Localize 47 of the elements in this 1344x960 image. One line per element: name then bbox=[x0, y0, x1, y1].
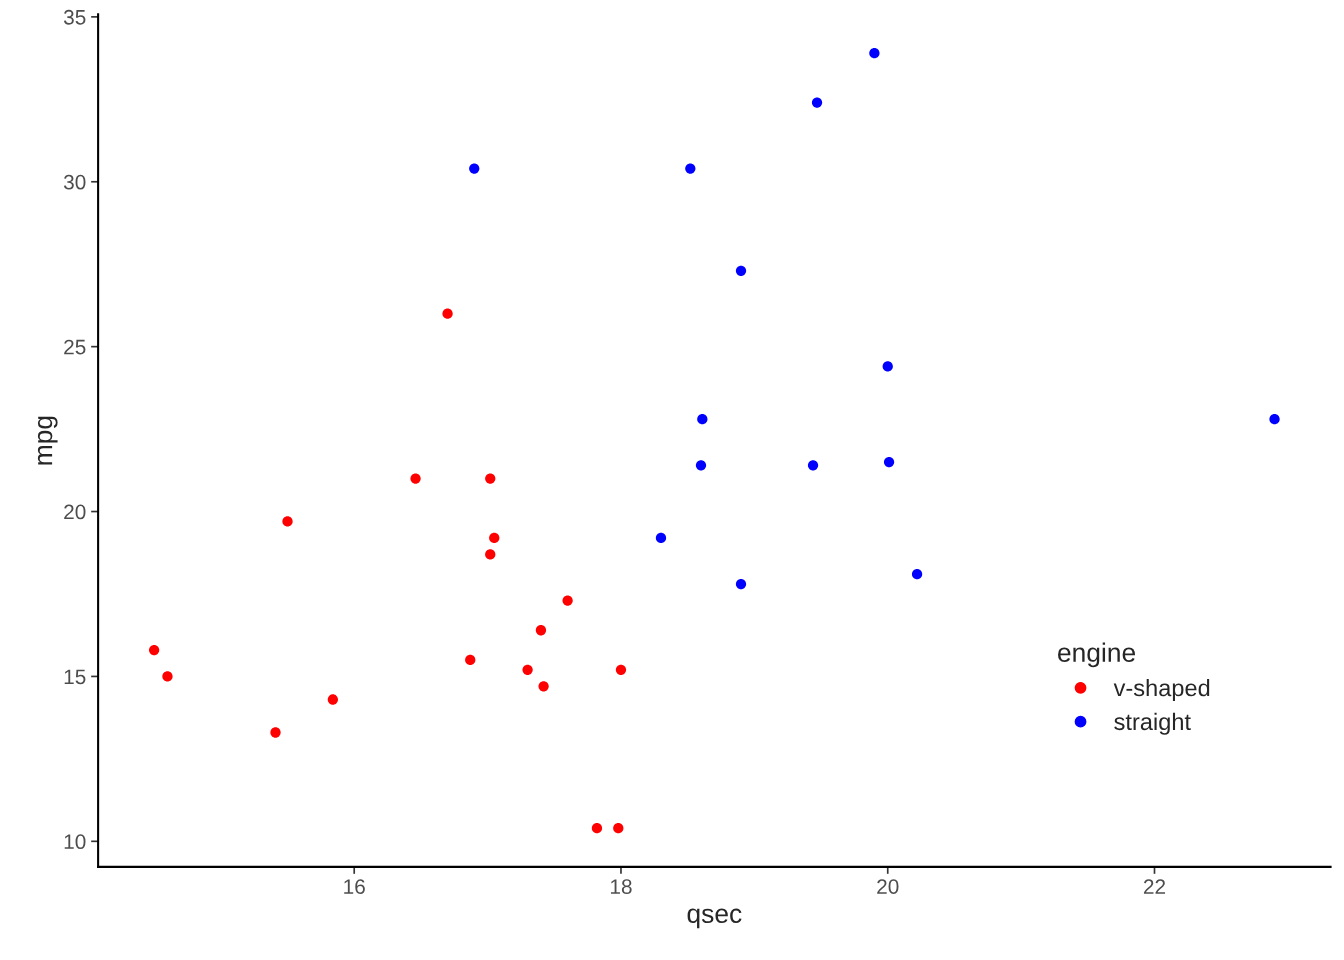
point bbox=[535, 625, 547, 636]
point bbox=[869, 48, 880, 59]
point bbox=[883, 456, 895, 468]
y-axis-title: mpg bbox=[37, 416, 58, 465]
y-tick-label: 25 bbox=[64, 339, 86, 355]
x-tick-label: 18 bbox=[610, 879, 632, 894]
point bbox=[562, 595, 573, 606]
point bbox=[522, 664, 533, 675]
point bbox=[695, 460, 707, 471]
y-tick-label: 10 bbox=[64, 834, 86, 850]
point bbox=[1269, 414, 1280, 425]
point bbox=[162, 671, 173, 682]
point bbox=[485, 549, 496, 560]
point bbox=[485, 473, 496, 484]
point bbox=[911, 569, 923, 580]
point bbox=[882, 361, 893, 372]
point bbox=[591, 822, 603, 834]
point bbox=[489, 532, 500, 544]
point bbox=[685, 163, 696, 174]
point bbox=[469, 163, 480, 174]
point bbox=[148, 644, 160, 656]
point bbox=[807, 460, 819, 471]
y-tick-label: 20 bbox=[64, 504, 86, 520]
x-tick-label: 20 bbox=[877, 879, 899, 894]
point bbox=[465, 654, 476, 666]
point bbox=[410, 473, 421, 484]
point bbox=[442, 308, 453, 319]
legend-label: straight bbox=[1114, 712, 1191, 735]
x-tick-label: 16 bbox=[344, 879, 365, 894]
point bbox=[735, 578, 747, 590]
y-tick-label: 15 bbox=[64, 669, 86, 685]
legend-label: v-shaped bbox=[1113, 678, 1210, 701]
y-tick-label: 30 bbox=[63, 174, 86, 190]
point bbox=[811, 97, 823, 108]
legend-title: engine bbox=[1058, 642, 1135, 668]
point bbox=[697, 414, 708, 425]
x-axis-title: qsec bbox=[687, 908, 742, 929]
point bbox=[270, 727, 281, 738]
y-tick-label: 35 bbox=[63, 9, 86, 25]
x-tick-label: 22 bbox=[1143, 879, 1166, 894]
point bbox=[655, 532, 667, 544]
point bbox=[613, 822, 624, 834]
point bbox=[538, 681, 549, 692]
point bbox=[327, 694, 339, 705]
point bbox=[735, 265, 747, 276]
point bbox=[282, 516, 293, 527]
point bbox=[615, 664, 627, 675]
